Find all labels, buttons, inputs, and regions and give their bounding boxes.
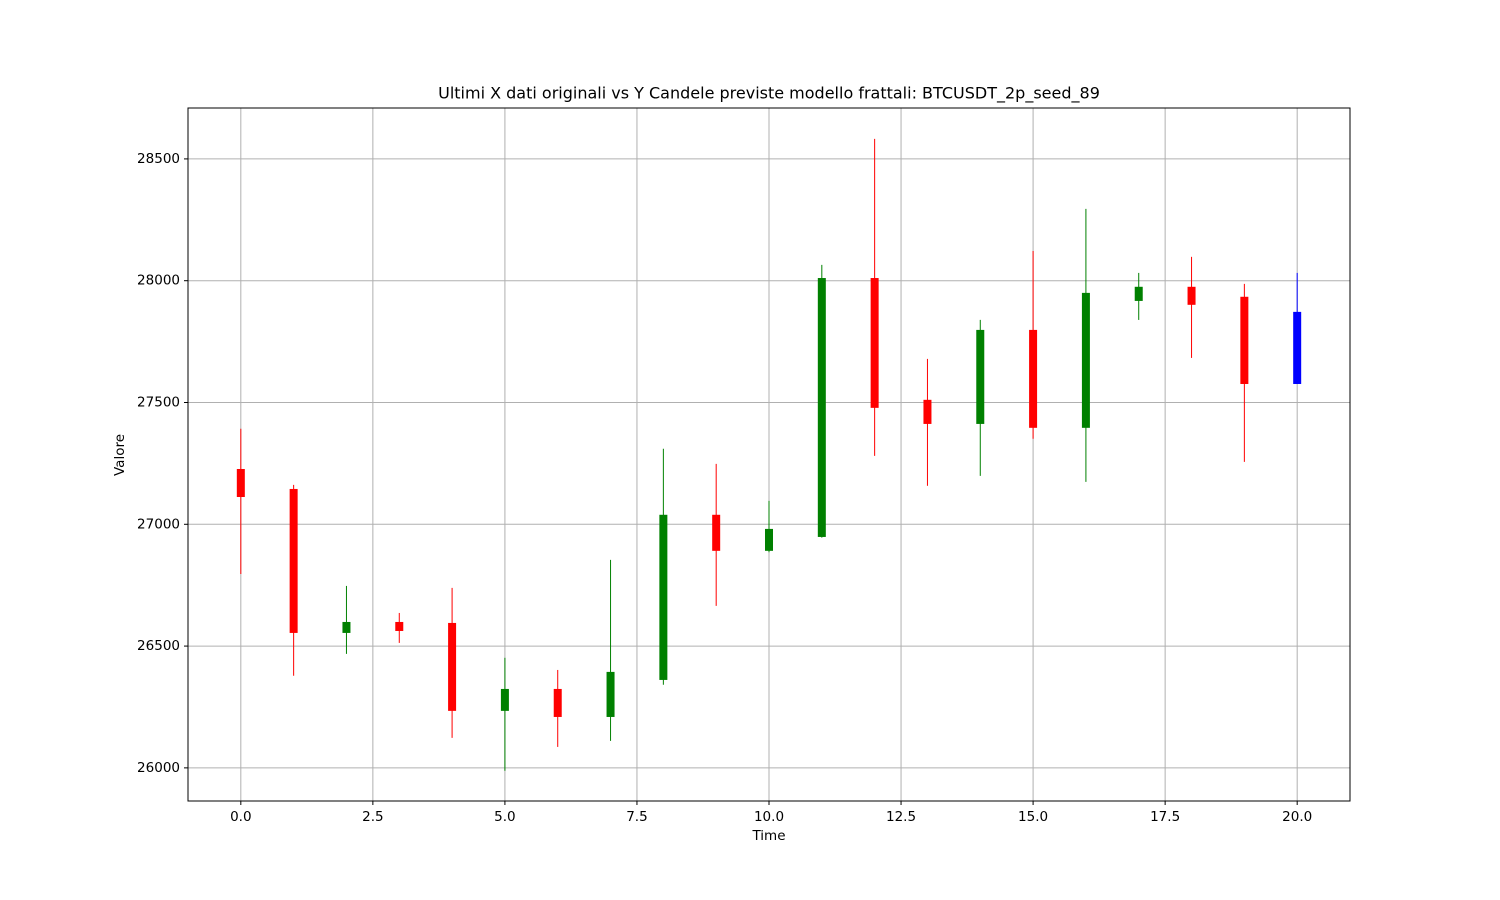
candle-body — [870, 278, 879, 408]
candle-body — [659, 514, 668, 680]
x-tick-label: 5.0 — [494, 809, 515, 825]
candle-body — [817, 278, 826, 537]
candle-body — [1293, 311, 1302, 384]
x-tick-label: 17.5 — [1150, 809, 1180, 825]
candle-body — [1240, 296, 1249, 384]
candle-body — [765, 528, 773, 551]
x-tick-label: 2.5 — [362, 809, 383, 825]
x-tick-label: 10.0 — [754, 809, 784, 825]
candle-body — [236, 468, 245, 498]
candle-body — [712, 514, 721, 551]
candle-body — [395, 621, 404, 631]
y-tick-label: 27000 — [137, 516, 180, 532]
y-tick-label: 28000 — [137, 273, 180, 289]
candle-body — [923, 399, 932, 424]
y-tick-label: 27500 — [137, 394, 180, 410]
x-tick-label: 0.0 — [230, 809, 251, 825]
chart-title: Ultimi X dati originali vs Y Candele pre… — [438, 84, 1100, 104]
candle-body — [1187, 286, 1196, 305]
x-axis-label: Time — [751, 828, 785, 844]
candle-body — [448, 622, 457, 711]
candle-body — [976, 329, 985, 424]
candle-body — [500, 688, 509, 711]
candle-body — [289, 488, 298, 633]
x-tick-label: 20.0 — [1282, 809, 1312, 825]
x-tick-label: 15.0 — [1018, 809, 1048, 825]
candle-body — [1081, 292, 1090, 428]
y-tick-label: 26500 — [137, 638, 180, 654]
x-tick-label: 12.5 — [886, 809, 916, 825]
y-tick-label: 26000 — [137, 760, 180, 776]
y-axis-label: Valore — [112, 434, 128, 476]
candle-body — [553, 688, 562, 717]
x-tick-label: 7.5 — [626, 809, 647, 825]
candle-body — [1134, 286, 1143, 301]
candle-body — [606, 671, 615, 717]
plot-frame — [187, 107, 1351, 802]
y-tick-label: 28500 — [137, 151, 180, 167]
candle-body — [342, 621, 351, 633]
candle-body — [1029, 329, 1038, 428]
